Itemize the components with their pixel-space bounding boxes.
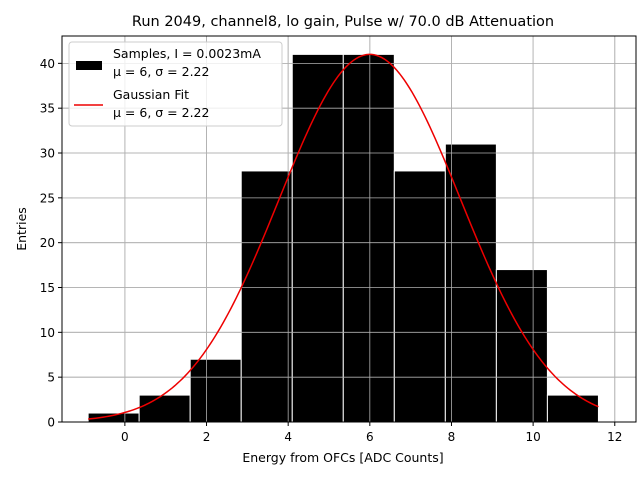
histogram-bar [138,394,191,423]
y-tick-label: 35 [40,102,55,116]
y-axis-ticks: 0 5 10 15 20 25 30 35 40 [40,57,62,430]
legend-box [68,41,283,127]
y-tick-label: 20 [40,236,55,250]
x-tick-label: 8 [448,430,456,444]
legend: Samples, I = 0.0023mA μ = 6, σ = 2.22 Ga… [68,41,283,127]
y-tick-label: 0 [47,416,55,430]
histogram-bar [189,358,242,423]
histogram-bar [495,269,548,423]
y-tick-label: 10 [40,326,55,340]
x-tick-label: 2 [203,430,211,444]
chart-title: Run 2049, channel8, lo gain, Pulse w/ 70… [132,14,554,30]
histogram-bar [291,53,344,423]
legend-fit-stats: μ = 6, σ = 2.22 [113,105,209,120]
x-axis-label: Energy from OFCs [ADC Counts] [242,450,443,465]
histogram-bar [342,53,395,423]
y-tick-label: 5 [47,371,55,385]
x-tick-label: 6 [366,430,374,444]
legend-fit-label: Gaussian Fit [113,87,189,102]
x-tick-label: 4 [284,430,292,444]
y-tick-label: 30 [40,147,55,161]
x-axis-ticks: 0 2 4 6 8 10 12 [121,422,622,444]
legend-samples-stats: μ = 6, σ = 2.22 [113,64,209,79]
y-tick-label: 15 [40,281,55,295]
x-tick-label: 12 [607,430,622,444]
histogram-bar [444,143,497,423]
y-tick-label: 25 [40,191,55,205]
legend-samples-label: Samples, I = 0.0023mA [113,46,261,61]
histogram-bar [393,170,446,423]
gaussian-fit [88,53,599,420]
histogram-bar [546,394,599,423]
y-tick-label: 40 [40,57,55,71]
histogram-bars [87,53,599,423]
x-tick-label: 10 [525,430,540,444]
plot-frame [61,35,637,423]
x-tick-label: 0 [121,430,129,444]
legend-swatch-samples [76,61,102,70]
fit-curve [88,53,599,420]
y-axis-label: Entries [14,207,29,251]
histogram-bar [240,170,293,423]
